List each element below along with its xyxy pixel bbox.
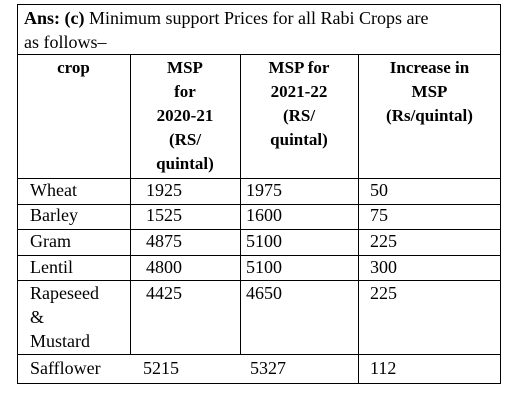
increase-cell: 225 — [370, 231, 397, 251]
document-frame — [17, 4, 501, 384]
msp-2021-22-cell: 1975 — [246, 180, 282, 200]
header-bottom-border — [17, 178, 501, 179]
header-msp-2020-21: MSP for 2020-21 (RS/ quintal) — [130, 56, 240, 176]
msp-2021-22-cell: 5100 — [246, 257, 282, 277]
col-border — [358, 54, 359, 384]
answer-heading: Ans: (c) Minimum support Prices for all … — [24, 6, 494, 54]
header-line: (Rs/quintal) — [386, 106, 473, 125]
header-line: (RS/ — [282, 106, 316, 125]
header-line: MSP — [167, 58, 203, 77]
crop-cell: Lentil — [30, 257, 73, 277]
crop-cell: Rapeseed — [30, 283, 99, 303]
msp-2020-21-cell: 5215 — [143, 358, 179, 378]
header-line: quintal) — [156, 154, 214, 173]
msp-2021-22-cell: 4650 — [246, 283, 282, 303]
row-border — [17, 354, 501, 355]
col-border — [130, 54, 131, 354]
header-line: MSP for — [268, 58, 330, 77]
msp-2020-21-cell: 4425 — [146, 283, 182, 303]
header-msp-2021-22: MSP for 2021-22 (RS/ quintal) — [240, 56, 358, 152]
table-top-border — [17, 54, 501, 55]
crop-cell: Mustard — [30, 331, 90, 351]
crop-cell: Gram — [30, 231, 71, 251]
header-line: 2021-22 — [270, 82, 328, 101]
msp-2020-21-cell: 1925 — [146, 180, 182, 200]
msp-2020-21-cell: 4800 — [146, 257, 182, 277]
increase-cell: 112 — [370, 358, 397, 378]
crop-cell: Safflower — [30, 358, 101, 378]
header-line: (RS/ — [168, 130, 202, 149]
row-border — [17, 204, 501, 205]
header-line: 2020-21 — [156, 106, 214, 125]
msp-2020-21-cell: 4875 — [146, 231, 182, 251]
answer-label: Ans: (c) — [24, 8, 85, 28]
heading-text: Minimum support Prices for all Rabi Crop… — [84, 8, 429, 28]
msp-2020-21-cell: 1525 — [146, 205, 182, 225]
header-line: for — [174, 82, 196, 101]
header-crop-label: crop — [57, 58, 90, 77]
row-border — [17, 280, 501, 281]
crop-cell: Barley — [30, 205, 78, 225]
header-increase: Increase in MSP (Rs/quintal) — [358, 56, 501, 128]
header-line: quintal) — [270, 130, 328, 149]
header-crop: crop — [17, 56, 130, 80]
col-border — [240, 54, 241, 354]
msp-2021-22-cell: 1600 — [246, 205, 282, 225]
row-border — [17, 255, 501, 256]
msp-2021-22-cell: 5100 — [246, 231, 282, 251]
crop-cell: Wheat — [30, 180, 77, 200]
increase-cell: 50 — [370, 180, 388, 200]
increase-cell: 75 — [370, 205, 388, 225]
increase-cell: 300 — [370, 257, 397, 277]
header-line: MSP — [411, 82, 448, 101]
heading-line-2: as follows– — [24, 32, 107, 52]
increase-cell: 225 — [370, 283, 397, 303]
header-line: Increase in — [389, 58, 470, 77]
msp-2021-22-cell: 5327 — [250, 358, 286, 378]
row-border — [17, 229, 501, 230]
crop-cell: & — [30, 307, 45, 327]
heading-line-1: Ans: (c) Minimum support Prices for all … — [24, 6, 494, 30]
